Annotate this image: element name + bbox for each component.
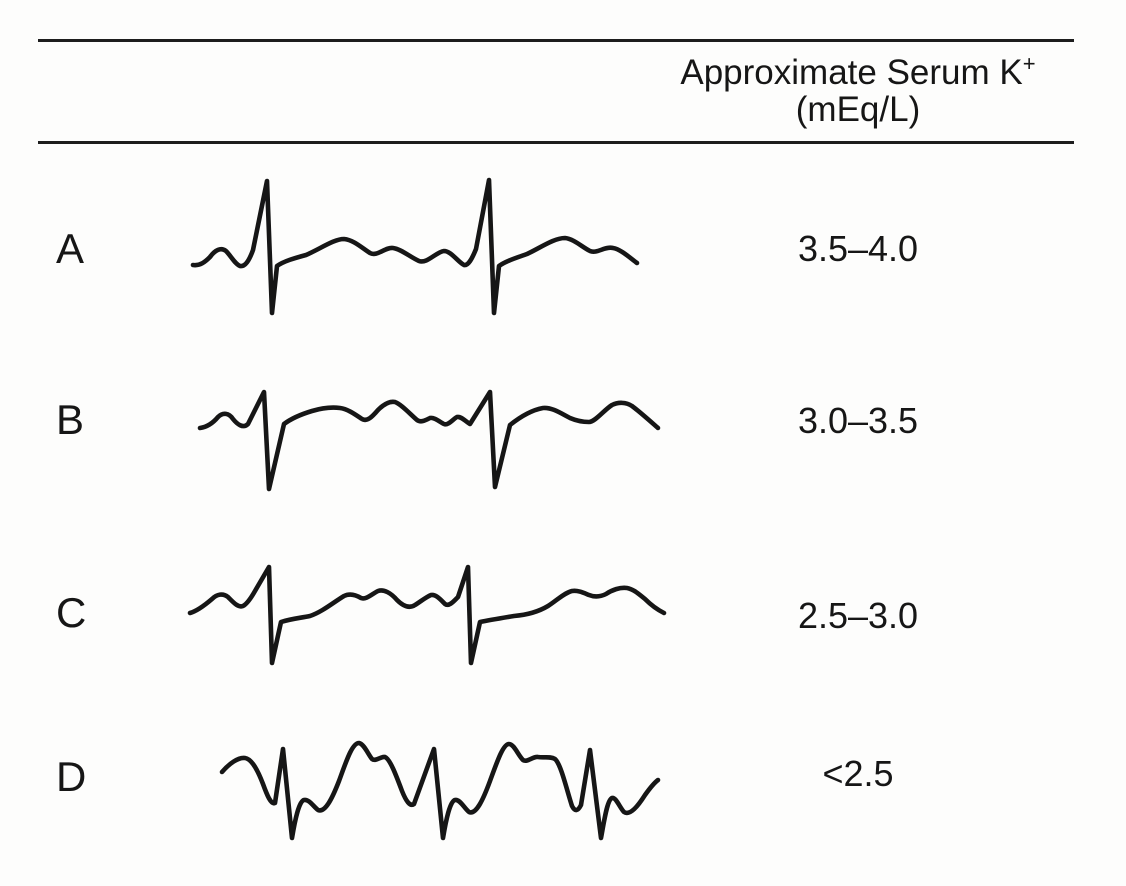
header-title-text: Approximate Serum K [680, 53, 1023, 92]
row-value-a: 3.5–4.0 [797, 228, 919, 269]
row-label-a: A [56, 225, 85, 272]
ecg-tracing-c [187, 564, 667, 666]
row-label-c: C [56, 589, 87, 636]
row-value-c: 2.5–3.0 [797, 595, 919, 636]
header-divider-rule [38, 141, 1074, 144]
row-value-d: <2.5 [822, 753, 894, 794]
header-title-line: Approximate Serum K+ [648, 51, 1068, 92]
ecg-tracing-a [190, 177, 640, 316]
row-label-b: B [56, 396, 85, 443]
top-rule [38, 39, 1074, 42]
ecg-tracing-d [219, 740, 661, 841]
header-unit-text: (mEq/L) [795, 90, 921, 129]
ecg-tracing-b [197, 389, 661, 492]
row-label-d: D [56, 753, 87, 800]
header-superscript-plus: + [1022, 51, 1036, 76]
row-value-b: 3.0–3.5 [797, 400, 919, 441]
column-header-serum-k: Approximate Serum K+ (mEq/L) [648, 51, 1068, 129]
